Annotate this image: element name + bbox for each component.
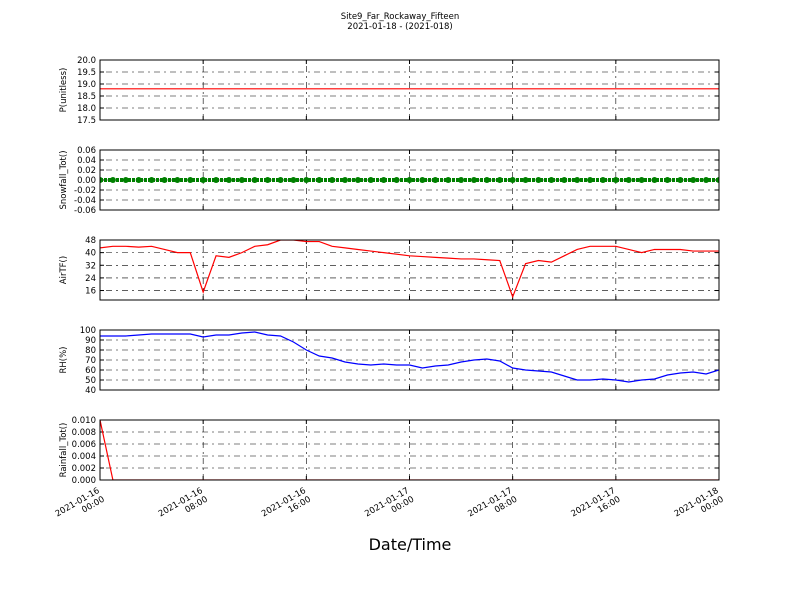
y-tick-label: -0.02 [74, 186, 96, 196]
y-tick-label: 80 [85, 346, 96, 356]
y-tick-label: 70 [85, 356, 96, 366]
y-tick-label: 0.010 [72, 416, 96, 426]
y-tick-label: 0.004 [72, 452, 96, 462]
y-tick-label: 16 [85, 287, 96, 297]
y-tick-label: 17.5 [77, 116, 96, 126]
y-tick-label: 19.0 [77, 80, 96, 90]
y-axis-label: Rainfall_Tot() [59, 423, 69, 478]
plot-area [100, 240, 719, 299]
y-tick-label: 19.5 [77, 68, 96, 78]
y-tick-label: 40 [85, 249, 96, 259]
y-tick-label: 0.006 [72, 440, 96, 450]
y-tick-label: 0.002 [72, 464, 96, 474]
plot-frame [99, 149, 720, 211]
data-line [100, 331, 719, 383]
y-tick-label: 0.008 [72, 428, 96, 438]
x-tick-label: 2021-01-1800:00 [673, 486, 726, 528]
y-tick-label: 32 [85, 261, 96, 271]
y-tick-label: 0.06 [77, 146, 96, 156]
y-axis-label: RH(%) [59, 346, 69, 373]
x-axis-label: Date/Time [369, 535, 452, 554]
y-tick-label: 18.0 [77, 104, 96, 114]
x-tick-label: 2021-01-1616:00 [260, 486, 313, 528]
y-tick-label: 60 [85, 366, 96, 376]
y-tick-label: 0.02 [77, 166, 96, 176]
y-tick-label: 24 [85, 274, 96, 284]
x-tick-label: 2021-01-1700:00 [363, 486, 416, 528]
figure-subtitle: 2021-01-18 - (2021-018) [347, 22, 452, 32]
plot-frame [99, 59, 720, 121]
y-tick-label: -0.06 [74, 206, 96, 216]
y-tick-label: -0.04 [74, 196, 96, 206]
y-tick-label: 100 [80, 326, 96, 336]
y-tick-label: 0.00 [77, 176, 96, 186]
y-tick-label: 0.000 [72, 476, 96, 486]
y-tick-label: 18.5 [77, 92, 96, 102]
x-tick-label: 2021-01-1600:00 [54, 486, 107, 528]
plot-area [100, 177, 719, 183]
plot-frame [99, 239, 720, 301]
x-tick-label: 2021-01-1716:00 [570, 486, 623, 528]
y-axis-label: AirTF() [59, 256, 69, 284]
y-tick-label: 48 [85, 236, 96, 246]
data-line [100, 240, 719, 299]
y-axis-label: P(unitless) [59, 68, 69, 113]
plot-area [100, 331, 719, 383]
y-tick-label: 0.04 [77, 156, 96, 166]
x-tick-label: 2021-01-1608:00 [157, 486, 210, 528]
y-tick-label: 90 [85, 336, 96, 346]
y-tick-label: 20.0 [77, 56, 96, 66]
x-tick-label: 2021-01-1708:00 [466, 486, 519, 528]
plot-frame [99, 419, 720, 481]
y-tick-label: 40 [85, 386, 96, 396]
plot-frame [99, 329, 720, 391]
y-axis-label: Snowfall_Tot() [59, 150, 69, 209]
y-tick-label: 50 [85, 376, 96, 386]
figure-title: Site9_Far_Rockaway_Fifteen [341, 12, 460, 22]
